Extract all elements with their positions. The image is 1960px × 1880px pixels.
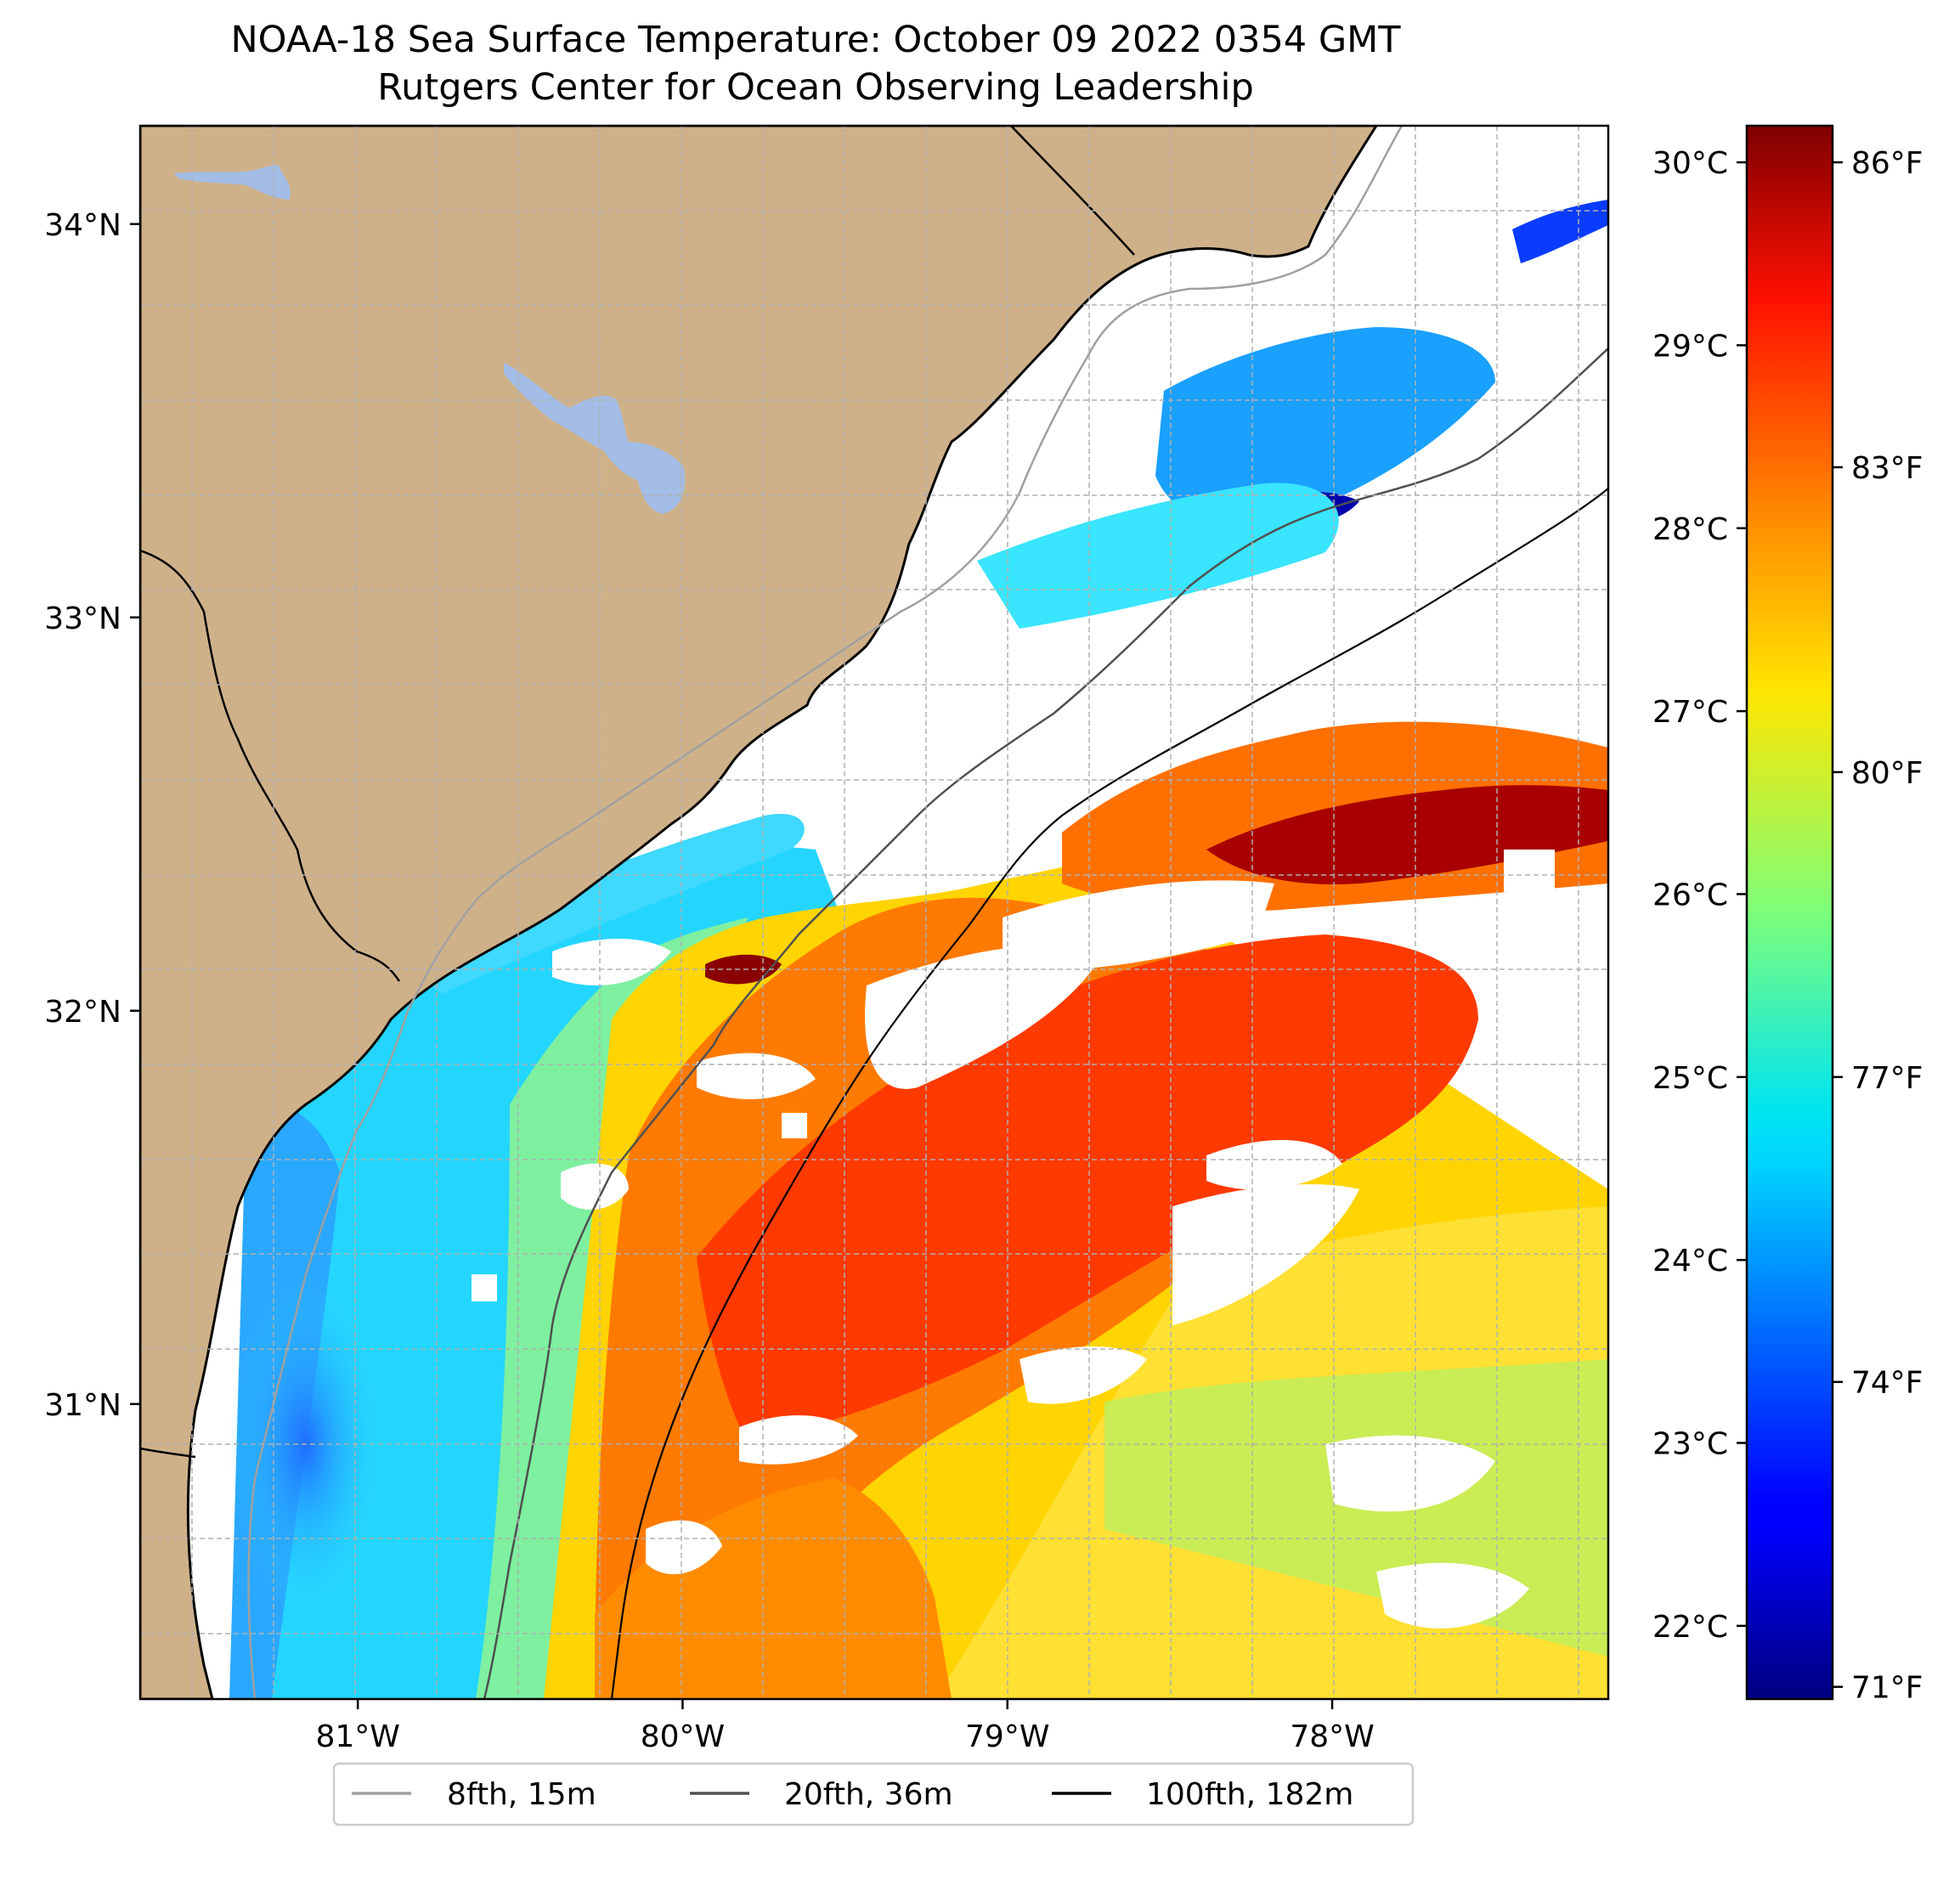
cloud-mask [1504, 850, 1555, 892]
lon-tick-label: 79°W [965, 1719, 1049, 1754]
celsius-tick-label: 24°C [1652, 1244, 1728, 1279]
legend-label-100fth: 100fth, 182m [1146, 1777, 1353, 1812]
legend: 8fth, 15m 20fth, 36m 100fth, 182m [332, 1762, 1415, 1826]
map-plot-area [138, 124, 1610, 1701]
state-border [140, 1447, 196, 1459]
contour-8fth [247, 126, 1404, 1699]
contour-100fth [610, 488, 1608, 1699]
latitude-axis: 31°N 32°N 33°N 34°N [44, 208, 140, 1423]
longitude-axis: 81°W 80°W 79°W 78°W [315, 1699, 1375, 1754]
legend-label-8fth: 8fth, 15m [447, 1777, 596, 1812]
cloud-mask [1172, 1184, 1359, 1325]
celsius-tick-label: 29°C [1652, 329, 1728, 364]
sst-coastal-cyan-strip [399, 814, 805, 994]
cloud-mask [1325, 1435, 1495, 1512]
lake-hartwell [174, 165, 291, 200]
sst-south-plume [595, 1478, 952, 1699]
cloud-mask [646, 1520, 722, 1575]
lon-tick-label: 80°W [641, 1719, 725, 1754]
sst-gulf-stream-core [697, 934, 1478, 1444]
celsius-tick-label: 27°C [1652, 695, 1728, 730]
lat-tick-label: 33°N [44, 601, 121, 636]
fahrenheit-tick-label: 86°F [1851, 146, 1923, 181]
colorbar-celsius-axis: 22°C 23°C 24°C 25°C 26°C 27°C 28°C 29°C 30°C [1652, 146, 1747, 1645]
gridlines [140, 126, 1608, 1699]
cloud-mask [1020, 1346, 1147, 1404]
colorbar-fahrenheit-axis: 71°F 74°F 77°F 80°F 83°F 86°F [1833, 146, 1923, 1706]
contour-20fth [483, 347, 1608, 1699]
map-title: NOAA-18 Sea Surface Temperature: October… [230, 19, 1401, 61]
fahrenheit-tick-label: 71°F [1851, 1671, 1923, 1706]
lon-tick-label: 81°W [315, 1719, 399, 1754]
cloud-mask [561, 1163, 629, 1210]
celsius-tick-label: 28°C [1652, 512, 1728, 547]
map-subtitle: Rutgers Center for Ocean Observing Leade… [377, 66, 1254, 109]
colorbar-gradient [1745, 124, 1834, 1701]
cloud-mask [1003, 880, 1274, 971]
lat-tick-label: 31°N [44, 1388, 121, 1423]
lat-tick-label: 32°N [44, 995, 121, 1030]
depth-contours [247, 126, 1608, 1699]
cloud-mask [552, 939, 671, 985]
state-border [1010, 126, 1135, 256]
state-border [140, 549, 401, 982]
lat-tick-label: 34°N [44, 208, 121, 243]
colorbar: 22°C 23°C 24°C 25°C 26°C 27°C 28°C 29°C 30°C 71°… [1652, 124, 1923, 1706]
fahrenheit-tick-label: 83°F [1851, 451, 1923, 486]
celsius-tick-label: 30°C [1652, 146, 1728, 181]
map-frame [138, 124, 1610, 1701]
sst-top-right-blue [1512, 200, 1608, 263]
cloud-mask [1376, 1562, 1529, 1629]
fahrenheit-tick-label: 80°F [1851, 756, 1923, 791]
celsius-tick-label: 22°C [1652, 1610, 1728, 1645]
sst-field [229, 200, 1608, 1699]
cloud-mask [739, 1415, 858, 1465]
land-mass [140, 126, 1378, 1699]
legend-label-20fth: 20fth, 36m [784, 1777, 953, 1812]
celsius-tick-label: 26°C [1652, 878, 1728, 912]
celsius-tick-label: 25°C [1652, 1061, 1728, 1096]
celsius-tick-label: 23°C [1652, 1427, 1728, 1462]
lon-tick-label: 78°W [1290, 1719, 1374, 1754]
fahrenheit-tick-label: 74°F [1851, 1366, 1923, 1401]
cloud-mask [472, 1274, 497, 1301]
legend-box [332, 1762, 1415, 1826]
cloud-mask [782, 1113, 807, 1138]
cloud-mask [1206, 1139, 1342, 1190]
fahrenheit-tick-label: 77°F [1851, 1061, 1923, 1096]
sst-north-cyan [977, 483, 1339, 629]
sst-north-cold-patch [1155, 327, 1495, 525]
